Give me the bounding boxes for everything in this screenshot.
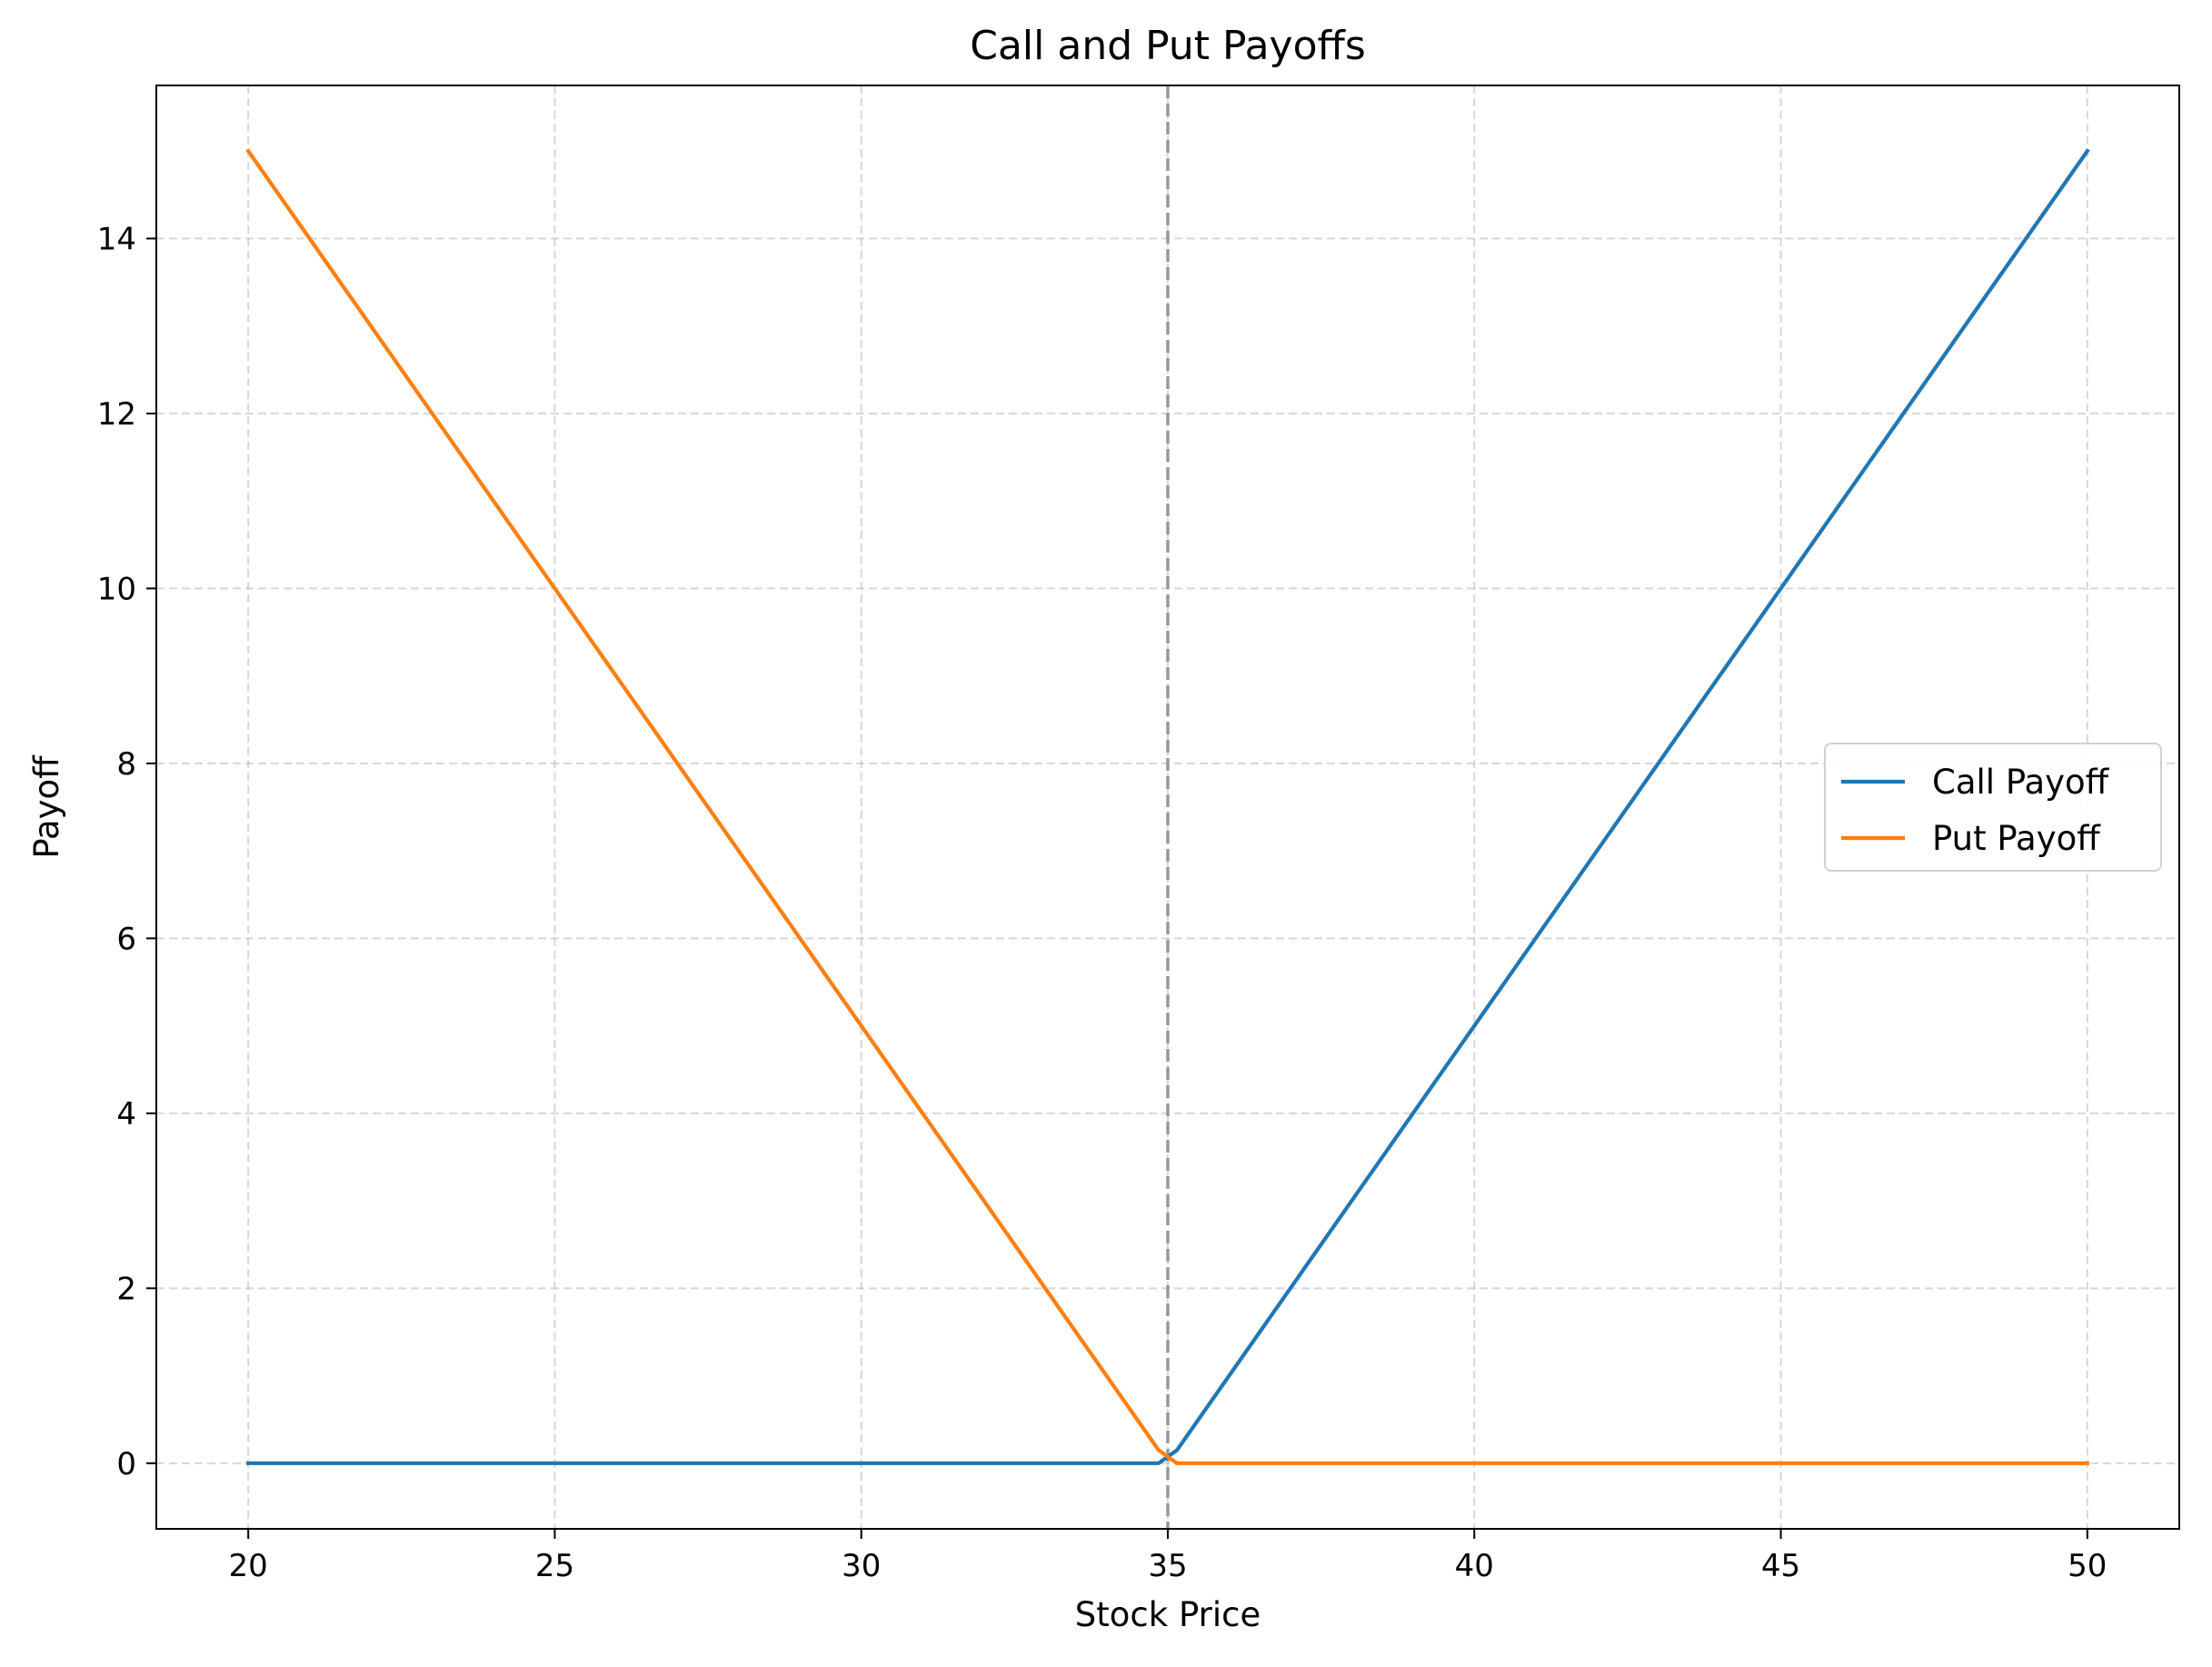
legend-label: Put Payoff — [1932, 819, 2101, 858]
series-lines — [245, 148, 2090, 1465]
x-axis-title: Stock Price — [1075, 1595, 1260, 1634]
x-tick-label: 30 — [842, 1548, 881, 1584]
legend: Call Payoff Put Payoff — [1824, 743, 2162, 872]
y-axis-ticks: 0 2 4 6 8 10 12 14 — [97, 221, 156, 1482]
x-axis-ticks: 20 25 30 35 40 45 50 — [229, 1529, 2107, 1584]
legend-box — [1824, 743, 2162, 872]
x-tick-label: 20 — [229, 1548, 268, 1584]
x-tick-label: 40 — [1455, 1548, 1494, 1584]
y-tick-label: 0 — [116, 1446, 136, 1482]
y-axis-title: Payoff — [27, 754, 66, 859]
y-tick-label: 4 — [116, 1096, 136, 1133]
x-tick-label: 45 — [1761, 1548, 1800, 1584]
y-tick-label: 6 — [116, 921, 136, 957]
x-tick-label: 35 — [1148, 1548, 1187, 1584]
y-tick-label: 14 — [97, 221, 136, 257]
y-tick-label: 10 — [97, 571, 136, 607]
y-tick-label: 2 — [116, 1271, 136, 1307]
y-tick-label: 12 — [97, 396, 136, 433]
y-tick-label: 8 — [116, 746, 136, 783]
x-tick-label: 25 — [535, 1548, 574, 1584]
x-tick-label: 50 — [2068, 1548, 2107, 1584]
chart-title: Call and Put Payoffs — [970, 23, 1366, 69]
legend-label: Call Payoff — [1932, 763, 2110, 802]
series-line-put — [245, 148, 2089, 1465]
